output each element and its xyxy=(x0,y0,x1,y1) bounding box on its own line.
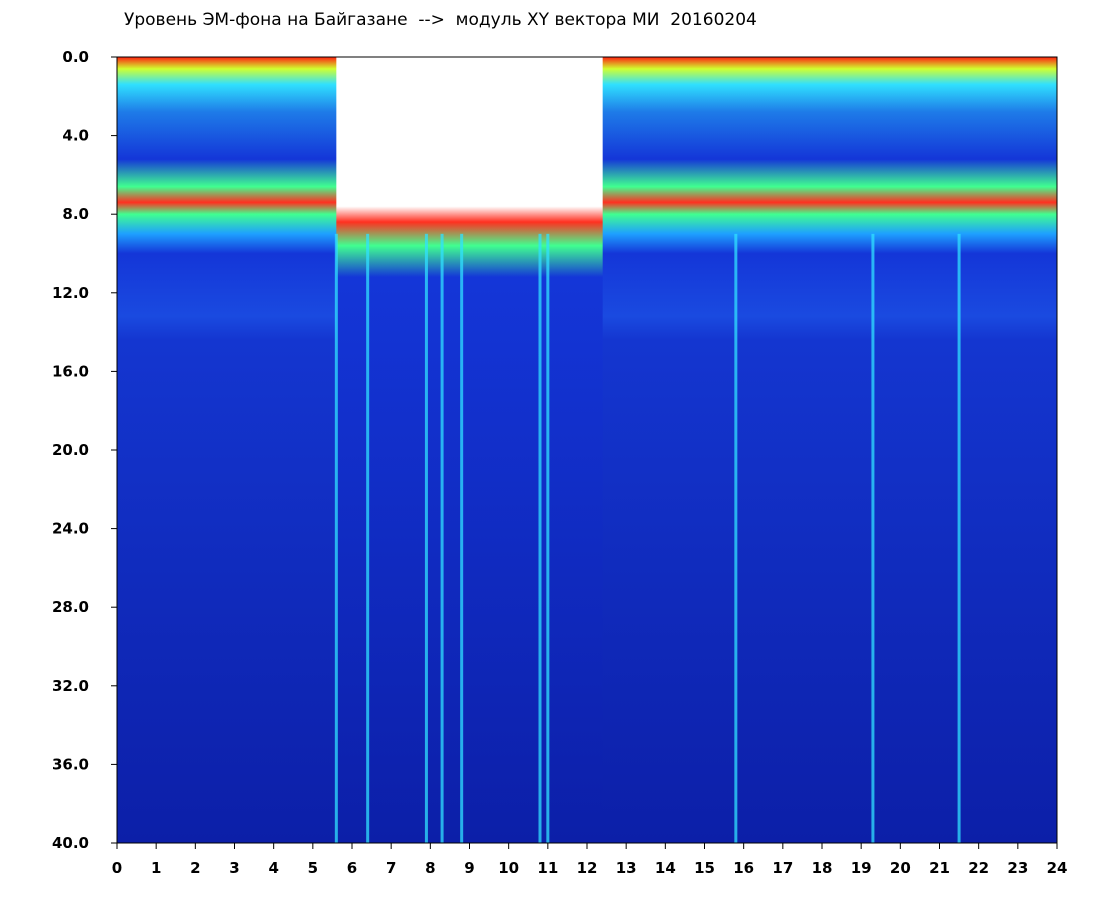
streak-5 xyxy=(538,233,542,844)
streak-8 xyxy=(871,233,875,844)
x-axis: 0 1 2 3 4 5 6 7 8 9 10 11 12 13 14 15 16 17 18 19 20 21 22 23 24 xyxy=(112,843,1068,877)
x-tick-label: 0 xyxy=(112,859,122,877)
plot-area xyxy=(117,57,1057,843)
x-tick-label: 7 xyxy=(386,859,396,877)
x-tick-label: 18 xyxy=(812,859,833,877)
chart-title: Уровень ЭМ-фона на Байгазане --> модуль … xyxy=(124,10,757,30)
x-tick-label: 20 xyxy=(890,859,911,877)
x-tick-label: 17 xyxy=(772,859,793,877)
x-tick-label: 12 xyxy=(577,859,598,877)
x-tick-label: 6 xyxy=(347,859,357,877)
streak-6 xyxy=(546,233,550,844)
y-tick-label: 16.0 xyxy=(52,362,89,380)
y-tick-label: 20.0 xyxy=(52,441,89,459)
y-tick-label: 4.0 xyxy=(62,127,89,145)
y-tick-label: 8.0 xyxy=(62,205,89,223)
x-tick-label: 19 xyxy=(851,859,872,877)
x-tick-label: 15 xyxy=(694,859,715,877)
x-tick-label: 4 xyxy=(268,859,278,877)
streak-4 xyxy=(460,233,464,844)
gap-region-0 xyxy=(336,57,603,843)
x-tick-label: 22 xyxy=(968,859,989,877)
x-tick-label: 11 xyxy=(537,859,558,877)
x-tick-label: 8 xyxy=(425,859,435,877)
x-tick-label: 2 xyxy=(190,859,200,877)
x-tick-label: 14 xyxy=(655,859,676,877)
x-tick-label: 23 xyxy=(1007,859,1028,877)
y-tick-label: 36.0 xyxy=(52,755,89,773)
streak-0 xyxy=(334,233,338,844)
x-tick-label: 9 xyxy=(464,859,474,877)
streak-3 xyxy=(440,233,444,844)
x-tick-label: 24 xyxy=(1047,859,1068,877)
y-axis: 0.0 4.0 8.0 12.0 16.0 20.0 24.0 28.0 32.0 36.0 40.… xyxy=(52,48,117,852)
streaks xyxy=(334,233,961,844)
x-tick-label: 3 xyxy=(229,859,239,877)
y-tick-label: 12.0 xyxy=(52,284,89,302)
x-tick-label: 5 xyxy=(308,859,318,877)
x-tick-label: 21 xyxy=(929,859,950,877)
streak-9 xyxy=(957,233,961,844)
y-tick-label: 32.0 xyxy=(52,677,89,695)
x-tick-label: 16 xyxy=(733,859,754,877)
x-tick-label: 1 xyxy=(151,859,161,877)
y-tick-label: 28.0 xyxy=(52,598,89,616)
x-tick-label: 10 xyxy=(498,859,519,877)
streak-7 xyxy=(734,233,738,844)
x-tick-label: 13 xyxy=(616,859,637,877)
streak-2 xyxy=(424,233,428,844)
y-tick-label: 40.0 xyxy=(52,834,89,852)
streak-1 xyxy=(366,233,370,844)
y-tick-label: 24.0 xyxy=(52,520,89,538)
y-tick-label: 0.0 xyxy=(62,48,89,66)
